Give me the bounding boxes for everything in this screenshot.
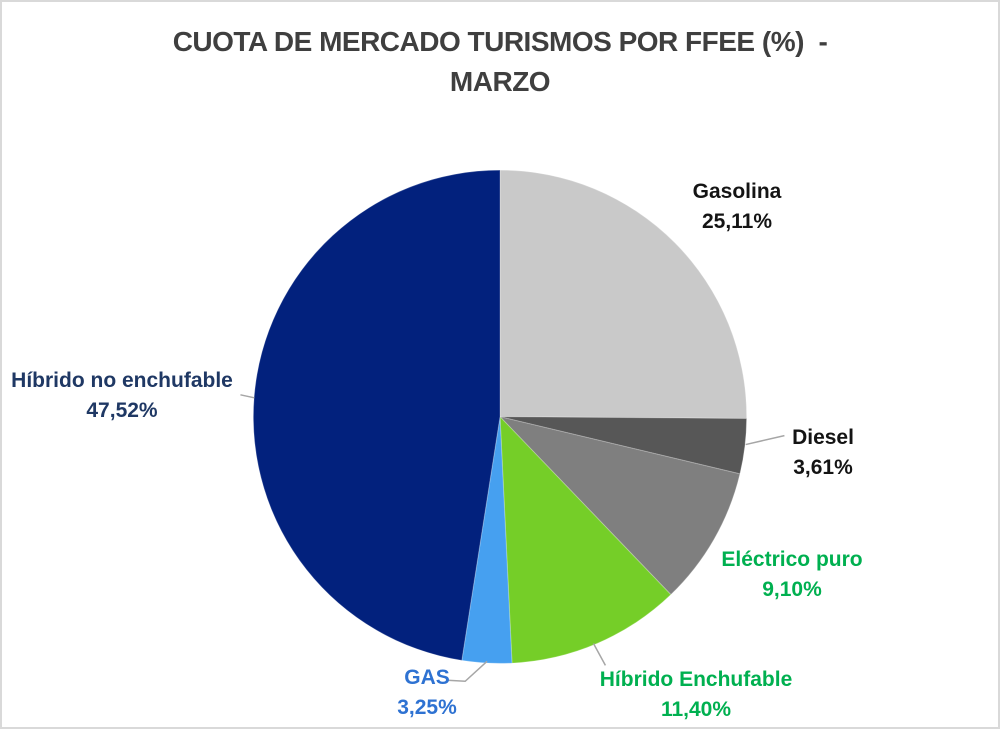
- chart-title-line1: CUOTA DE MERCADO TURISMOS POR FFEE (%) -: [172, 26, 828, 57]
- label-electrico-puro-name: Eléctrico puro: [721, 548, 863, 571]
- leader-line-hibrido-no-enchufable: [240, 394, 255, 399]
- pie-slice-electrico-puro: [498, 415, 741, 596]
- label-diesel-name: Diesel: [792, 426, 854, 449]
- label-gasolina-name: Gasolina: [692, 180, 782, 203]
- pie-slice-hibrido-enchufable: [499, 415, 672, 664]
- pie-slice-diesel: [499, 416, 748, 475]
- chart-title: CUOTA DE MERCADO TURISMOS POR FFEE (%) -…: [2, 22, 998, 102]
- label-hibrido-no-enchufable-value: 47,52%: [86, 399, 158, 422]
- label-gas-value: 3,25%: [397, 696, 457, 719]
- label-hibrido-no-enchufable-name: Híbrido no enchufable: [11, 369, 233, 392]
- pie-slices: [252, 169, 748, 664]
- label-hibrido-no-enchufable: Híbrido no enchufable 47,52%: [11, 366, 233, 426]
- pie-slice-gasolina: [499, 169, 748, 419]
- label-gas: GAS 3,25%: [397, 663, 457, 723]
- label-electrico-puro-value: 9,10%: [762, 578, 822, 601]
- chart-title-line2: MARZO: [449, 66, 551, 97]
- leader-line-hibrido-enchufable: [592, 643, 607, 666]
- label-gasolina-value: 25,11%: [701, 210, 773, 233]
- leader-line-diesel: [745, 434, 785, 446]
- label-hibrido-enchufable-name: Híbrido Enchufable: [599, 668, 793, 691]
- leader-lines: [240, 394, 785, 683]
- leader-line-gas: [447, 660, 488, 683]
- label-hibrido-enchufable-value: 11,40%: [660, 698, 732, 721]
- label-gas-name: GAS: [404, 666, 450, 689]
- label-gasolina: Gasolina 25,11%: [693, 177, 782, 237]
- label-hibrido-enchufable: Híbrido Enchufable 11,40%: [600, 665, 793, 725]
- pie-slice-hibrido-no-enchufable: [252, 169, 501, 661]
- label-diesel: Diesel 3,61%: [792, 423, 854, 483]
- label-electrico-puro: Eléctrico puro 9,10%: [721, 545, 862, 605]
- pie-slice-gas: [461, 416, 513, 664]
- label-diesel-value: 3,61%: [793, 456, 853, 479]
